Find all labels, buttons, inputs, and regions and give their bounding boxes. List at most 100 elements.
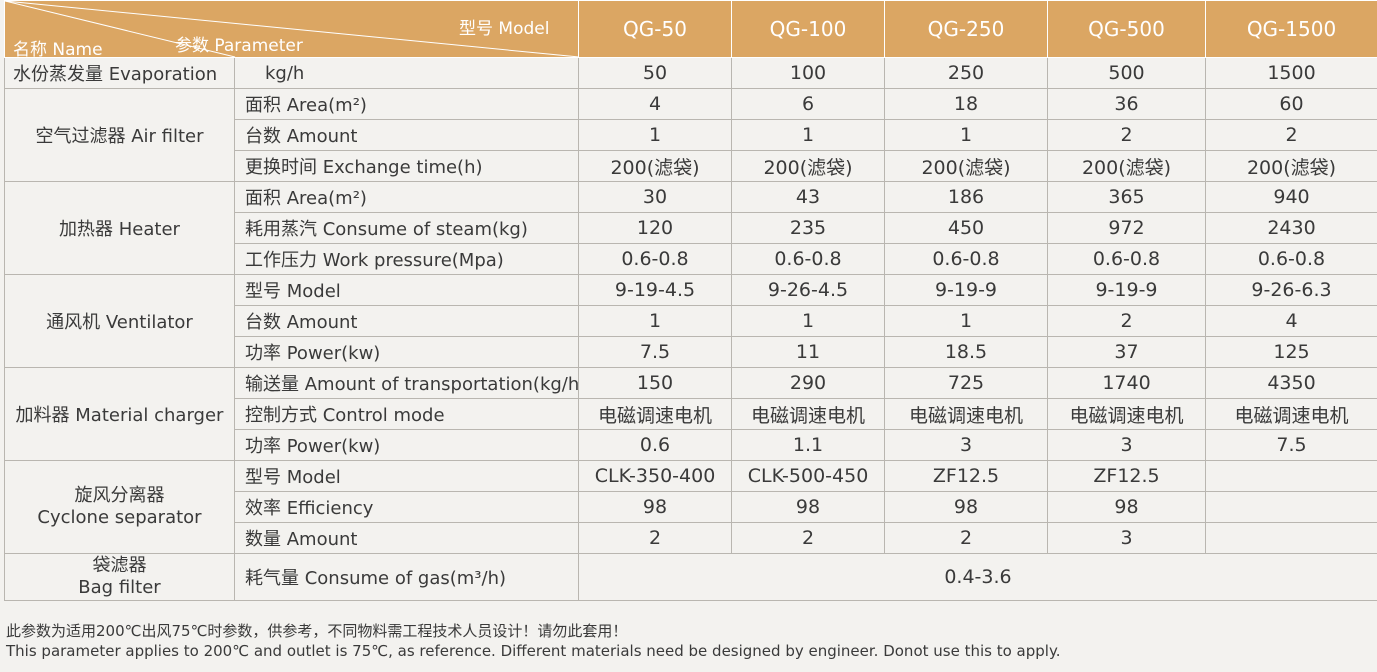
table-cell <box>1205 460 1377 492</box>
param-label: 效率 Efficiency <box>234 491 579 523</box>
table-cell: 365 <box>1047 181 1206 213</box>
param-label: 工作压力 Work pressure(Mpa) <box>234 243 579 275</box>
table-cell: 1500 <box>1205 57 1377 89</box>
table-cell: 43 <box>731 181 885 213</box>
bag-filter-name-cn: 袋滤器 <box>92 555 147 576</box>
table-row: 台数 Amount 1 1 1 2 2 <box>5 119 1377 151</box>
header-parameter-label: 参数 Parameter <box>175 36 303 56</box>
table-cell <box>1205 522 1377 554</box>
header-row: 名称 Name 参数 Parameter 型号 Model QG-50 QG-1… <box>4 0 1377 58</box>
table-cell: 9-19-9 <box>1047 274 1206 306</box>
table-cell: ZF12.5 <box>1047 460 1206 492</box>
param-label: 数量 Amount <box>234 522 579 554</box>
table-cell: 4350 <box>1205 367 1377 399</box>
cyclone-name-cn: 旋风分离器 <box>74 485 165 506</box>
table-row: 功率 Power(kw) 7.5 11 18.5 37 125 <box>5 336 1377 368</box>
cyclone-name-wrap: 旋风分离器 Cyclone separator <box>37 485 201 529</box>
table-cell: 0.6-0.8 <box>731 243 885 275</box>
table-row: 加热器 Heater 面积 Area(m²) 30 43 186 365 940 <box>4 181 1377 275</box>
table-cell: 4 <box>578 88 732 120</box>
cyclone-separator-name: 旋风分离器 Cyclone separator <box>4 460 235 554</box>
table-cell: 290 <box>731 367 885 399</box>
table-cell: 6 <box>731 88 885 120</box>
table-cell: 2 <box>1047 305 1206 337</box>
param-label: 功率 Power(kw) <box>234 336 579 368</box>
table-cell: 200(滤袋) <box>578 150 732 182</box>
model-header-qg-50: QG-50 <box>578 0 732 58</box>
table-cell: 9-26-4.5 <box>731 274 885 306</box>
table-cell: 1 <box>884 305 1048 337</box>
table-cell: 1740 <box>1047 367 1206 399</box>
table-cell: ZF12.5 <box>884 460 1048 492</box>
table-cell: 9-26-6.3 <box>1205 274 1377 306</box>
table-cell: 1 <box>731 119 885 151</box>
table-cell: 电磁调速电机 <box>1205 398 1377 430</box>
table-cell: CLK-500-450 <box>731 460 885 492</box>
table-cell: 2 <box>1047 119 1206 151</box>
ventilator-name: 通风机 Ventilator <box>4 274 235 368</box>
table-cell: 7.5 <box>1205 429 1377 461</box>
table-cell: 0.6-0.8 <box>578 243 732 275</box>
table-row-bag-filter: 袋滤器 Bag filter 耗气量 Consume of gas(m³/h) … <box>4 553 1377 601</box>
table-cell: 500 <box>1047 57 1206 89</box>
table-cell: 98 <box>884 491 1048 523</box>
param-label: 型号 Model <box>234 274 579 306</box>
param-label: 面积 Area(m²) <box>234 88 579 120</box>
table-cell: 9-19-4.5 <box>578 274 732 306</box>
table-row: 控制方式 Control mode 电磁调速电机 电磁调速电机 电磁调速电机 电… <box>5 398 1377 430</box>
table-cell: 150 <box>578 367 732 399</box>
table-cell: 1.1 <box>731 429 885 461</box>
bag-filter-value: 0.4-3.6 <box>578 553 1377 601</box>
model-header-qg-500: QG-500 <box>1047 0 1206 58</box>
table-row: 数量 Amount 2 2 2 3 <box>5 522 1377 554</box>
evaporation-name: 水份蒸发量 Evaporation <box>4 57 235 89</box>
table-cell: 0.6-0.8 <box>1205 243 1377 275</box>
table-cell: 972 <box>1047 212 1206 244</box>
table-row: 空气过滤器 Air filter 面积 Area(m²) 4 6 18 36 6… <box>4 88 1377 182</box>
table-cell: 7.5 <box>578 336 732 368</box>
table-row: 耗用蒸汽 Consume of steam(kg) 120 235 450 97… <box>5 212 1377 244</box>
model-header-qg-250: QG-250 <box>884 0 1048 58</box>
table-cell: 1 <box>731 305 885 337</box>
bag-filter-name: 袋滤器 Bag filter <box>4 553 235 601</box>
table-cell: 940 <box>1205 181 1377 213</box>
table-cell: 3 <box>1047 522 1206 554</box>
table-cell: 120 <box>578 212 732 244</box>
material-charger-name: 加料器 Material charger <box>4 367 235 461</box>
table-cell: 2430 <box>1205 212 1377 244</box>
evaporation-unit: kg/h <box>234 57 579 89</box>
header-name-label: 名称 Name <box>13 40 103 58</box>
table-cell: 30 <box>578 181 732 213</box>
table-cell: 235 <box>731 212 885 244</box>
table-cell: 2 <box>731 522 885 554</box>
table-cell: 200(滤袋) <box>884 150 1048 182</box>
param-label: 功率 Power(kw) <box>234 429 579 461</box>
table-cell: 2 <box>884 522 1048 554</box>
table-cell: 18.5 <box>884 336 1048 368</box>
table-cell: 18 <box>884 88 1048 120</box>
bag-filter-name-wrap: 袋滤器 Bag filter <box>78 555 160 599</box>
table-cell: 11 <box>731 336 885 368</box>
table-cell: 1 <box>578 305 732 337</box>
table-cell: CLK-350-400 <box>578 460 732 492</box>
table-cell: 4 <box>1205 305 1377 337</box>
cyclone-name-en: Cyclone separator <box>37 507 202 528</box>
param-label: 面积 Area(m²) <box>234 181 579 213</box>
table-cell: 98 <box>578 491 732 523</box>
table-row: 旋风分离器 Cyclone separator 型号 Model CLK-350… <box>4 460 1377 554</box>
table-cell: 725 <box>884 367 1048 399</box>
table-cell: 0.6-0.8 <box>884 243 1048 275</box>
table-cell: 37 <box>1047 336 1206 368</box>
table-cell: 0.6-0.8 <box>1047 243 1206 275</box>
table-cell: 9-19-9 <box>884 274 1048 306</box>
table-cell: 电磁调速电机 <box>578 398 732 430</box>
table-row: 加料器 Material charger 输送量 Amount of trans… <box>4 367 1377 461</box>
table-cell: 2 <box>1205 119 1377 151</box>
param-label: 控制方式 Control mode <box>234 398 579 430</box>
table-cell: 98 <box>731 491 885 523</box>
param-label: 台数 Amount <box>234 119 579 151</box>
table-cell: 186 <box>884 181 1048 213</box>
table-cell: 98 <box>1047 491 1206 523</box>
param-label: 耗气量 Consume of gas(m³/h) <box>234 553 579 601</box>
table-cell: 0.6 <box>578 429 732 461</box>
